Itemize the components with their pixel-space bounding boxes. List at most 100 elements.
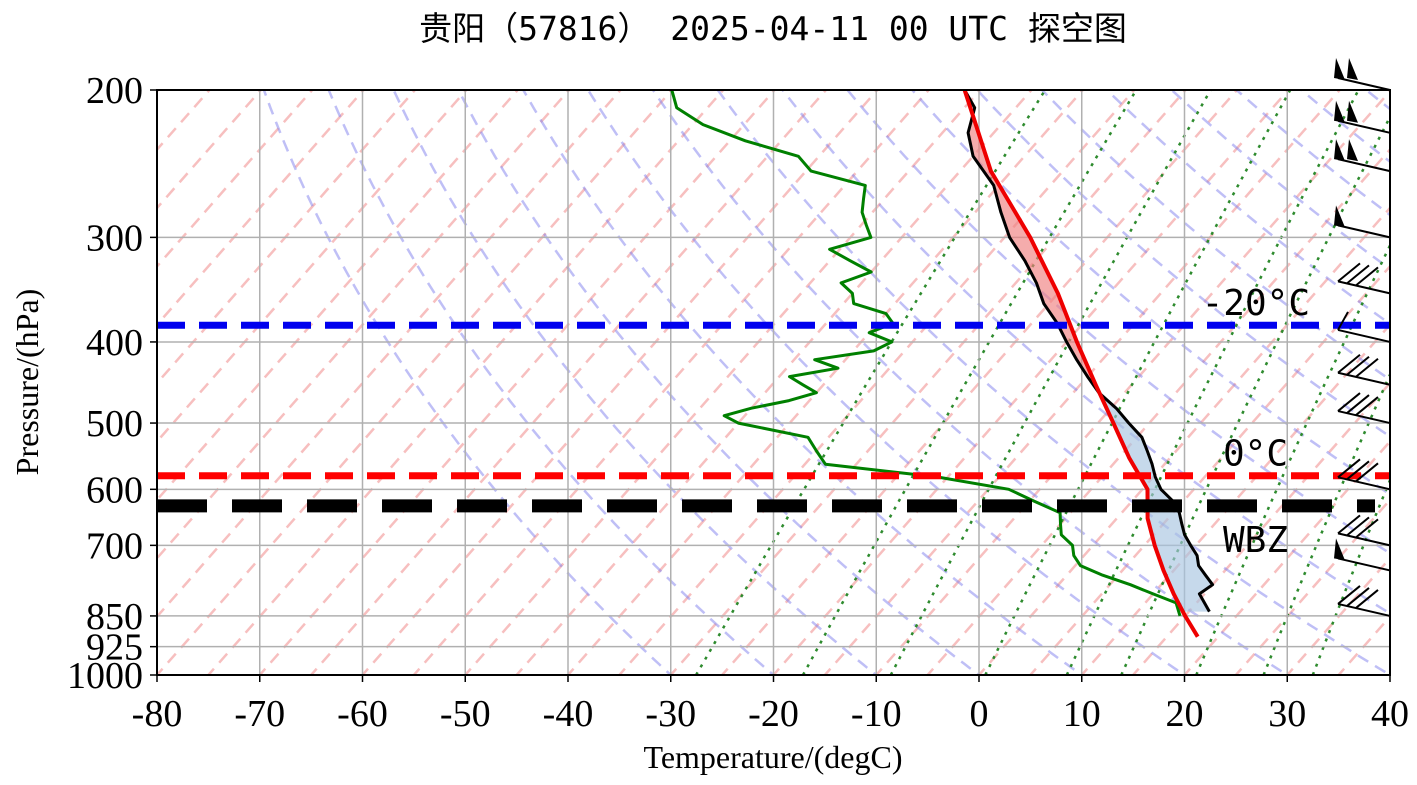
wind-barb-feather <box>1337 392 1361 412</box>
wind-barb-feather <box>1346 264 1370 285</box>
isotherm-line <box>157 90 674 675</box>
isotherm-line <box>157 90 366 327</box>
wind-barb-pennant <box>1334 100 1345 123</box>
x-tick-label: -70 <box>234 693 285 735</box>
dry-adiabat-line <box>586 90 1187 675</box>
wind-barb <box>1334 100 1391 134</box>
wind-barb-staff <box>1337 532 1391 547</box>
isotherm-line <box>309 90 828 675</box>
dry-adiabat-line <box>262 90 673 675</box>
isotherm-line <box>617 90 1136 675</box>
isotherm-line <box>874 90 1390 675</box>
y-tick-label: 700 <box>86 525 143 567</box>
wind-barb-pennant <box>1334 58 1345 80</box>
level-annotation: 0°C <box>1223 434 1288 475</box>
wind-barb <box>1337 262 1391 295</box>
wind-barb <box>1337 311 1391 343</box>
dry-adiabat-line <box>845 90 1390 555</box>
isotherm-line <box>1131 381 1390 675</box>
isotherm-line <box>412 90 931 675</box>
mixing-ratio-line <box>1120 114 1390 675</box>
isotherm-line <box>157 90 468 444</box>
wind-barb-feather <box>1355 462 1379 483</box>
isotherm-line <box>1028 264 1390 675</box>
wind-barb <box>1337 514 1391 547</box>
y-tick-label: 600 <box>86 469 143 511</box>
dry-adiabat-line <box>651 90 1290 675</box>
temperature-line <box>963 90 1215 613</box>
wind-barb-feather <box>1355 396 1379 416</box>
dry-adiabat-line <box>327 90 776 675</box>
wind-barb-pennant <box>1347 58 1358 80</box>
isotherm-line <box>566 90 1085 675</box>
isotherm-line <box>157 90 263 210</box>
dewpoint-line <box>670 90 1182 617</box>
wind-barb <box>1334 139 1391 173</box>
y-axis-label: Pressure/(hPa) <box>9 289 45 476</box>
x-tick-label: -40 <box>543 693 594 735</box>
x-tick-label: -30 <box>645 693 696 735</box>
wind-barb-feather <box>1337 262 1361 283</box>
wind-barb <box>1334 538 1391 572</box>
isotherm-line <box>206 90 725 675</box>
wind-barb-feather <box>1355 266 1379 287</box>
x-tick-label: -20 <box>748 693 799 735</box>
x-tick-label: 20 <box>1166 693 1204 735</box>
isotherm-line <box>669 90 1188 675</box>
dry-adiabat-line <box>910 90 1390 496</box>
wind-barb <box>1337 392 1391 425</box>
x-tick-label: -10 <box>851 693 902 735</box>
mixing-ratio-line <box>889 90 1212 675</box>
x-axis-label: Temperature/(degC) <box>644 739 903 775</box>
level-annotation: -20°C <box>1202 283 1310 324</box>
dry-adiabat-line <box>716 90 1390 675</box>
wind-barb-feather <box>1337 585 1361 605</box>
dry-adiabat-line <box>975 90 1390 438</box>
grid <box>157 90 1390 675</box>
y-tick-label: 925 <box>86 627 143 669</box>
mixing-ratio-line <box>1195 242 1390 675</box>
x-tick-label: 0 <box>970 693 989 735</box>
x-tick-label: 40 <box>1371 693 1409 735</box>
wind-barb <box>1334 58 1391 91</box>
isotherm-line <box>823 90 1342 675</box>
isotherm-line <box>514 90 1034 675</box>
isotherm-line <box>1336 614 1390 675</box>
y-tick-label: 1000 <box>67 655 143 697</box>
wind-barb-staff <box>1337 224 1391 239</box>
wind-barb-staff <box>1337 602 1391 617</box>
wind-barb-feather <box>1346 516 1370 537</box>
isotherm-line <box>360 90 879 675</box>
reference-levels: -20°C 0°C WBZ <box>157 283 1390 561</box>
wind-barb-feather <box>1355 589 1379 609</box>
background-lines <box>157 71 1417 692</box>
profile-lines <box>670 90 1215 638</box>
wind-barb-feather <box>1346 394 1370 414</box>
level-annotation: WBZ <box>1223 520 1288 561</box>
wind-barb-feather <box>1337 353 1361 374</box>
wind-barb-pennant <box>1334 139 1345 162</box>
wind-barb-staff <box>1337 557 1391 572</box>
isotherm-line <box>157 90 520 502</box>
chart-title: 贵阳（57816） 2025-04-11 00 UTC 探空图 <box>419 9 1127 48</box>
wind-barb-feather <box>1346 460 1370 481</box>
wind-barb-staff <box>1337 410 1391 425</box>
wind-barb-feather <box>1346 355 1370 376</box>
wind-barb-feather <box>1337 458 1361 479</box>
y-tick-label: 200 <box>86 70 143 112</box>
dry-adiabat-line <box>1408 71 1417 692</box>
isotherm-line <box>157 90 623 619</box>
wind-barb-feather <box>1337 311 1349 331</box>
wind-barb-staff <box>1337 476 1391 491</box>
wind-barb-pennant <box>1334 205 1345 228</box>
parcel-profile-line <box>962 90 1200 638</box>
wind-barb-staff <box>1337 158 1391 173</box>
y-tick-label: 300 <box>86 217 143 259</box>
dry-adiabat-line <box>1299 90 1390 164</box>
dry-adiabat-line <box>392 90 879 675</box>
x-tick-label: 30 <box>1268 693 1306 735</box>
wind-barb-staff <box>1337 280 1391 295</box>
wind-barb <box>1337 458 1391 491</box>
wind-barb-pennant <box>1347 139 1358 162</box>
